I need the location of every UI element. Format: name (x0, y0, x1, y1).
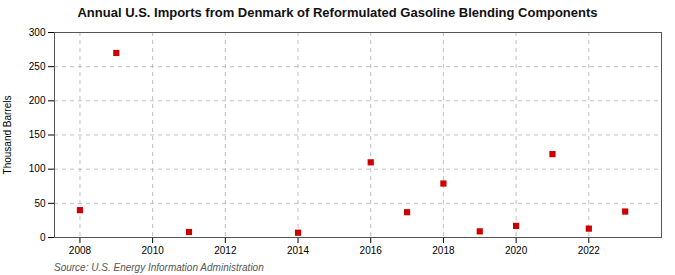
svg-text:2012: 2012 (214, 245, 237, 256)
svg-text:Thousand Barrels: Thousand Barrels (2, 96, 13, 175)
svg-text:2016: 2016 (360, 245, 383, 256)
svg-text:250: 250 (29, 61, 46, 72)
svg-text:200: 200 (29, 95, 46, 106)
svg-text:2022: 2022 (578, 245, 601, 256)
svg-text:300: 300 (29, 27, 46, 38)
svg-text:50: 50 (34, 198, 46, 209)
html-text:Source: U.S. Energy Informatio: Source: U.S. Energy Information Administ… (54, 262, 264, 273)
svg-text:150: 150 (29, 129, 46, 140)
svg-text:2014: 2014 (287, 245, 310, 256)
svg-text:2018: 2018 (432, 245, 455, 256)
svg-text:2010: 2010 (142, 245, 165, 256)
svg-text:2008: 2008 (69, 245, 92, 256)
svg-text:2020: 2020 (505, 245, 528, 256)
svg-text:100: 100 (29, 163, 46, 174)
svg-text:0: 0 (40, 232, 46, 243)
html-text:Annual U.S. Imports from Denma: Annual U.S. Imports from Denmark of Refo… (77, 5, 598, 20)
